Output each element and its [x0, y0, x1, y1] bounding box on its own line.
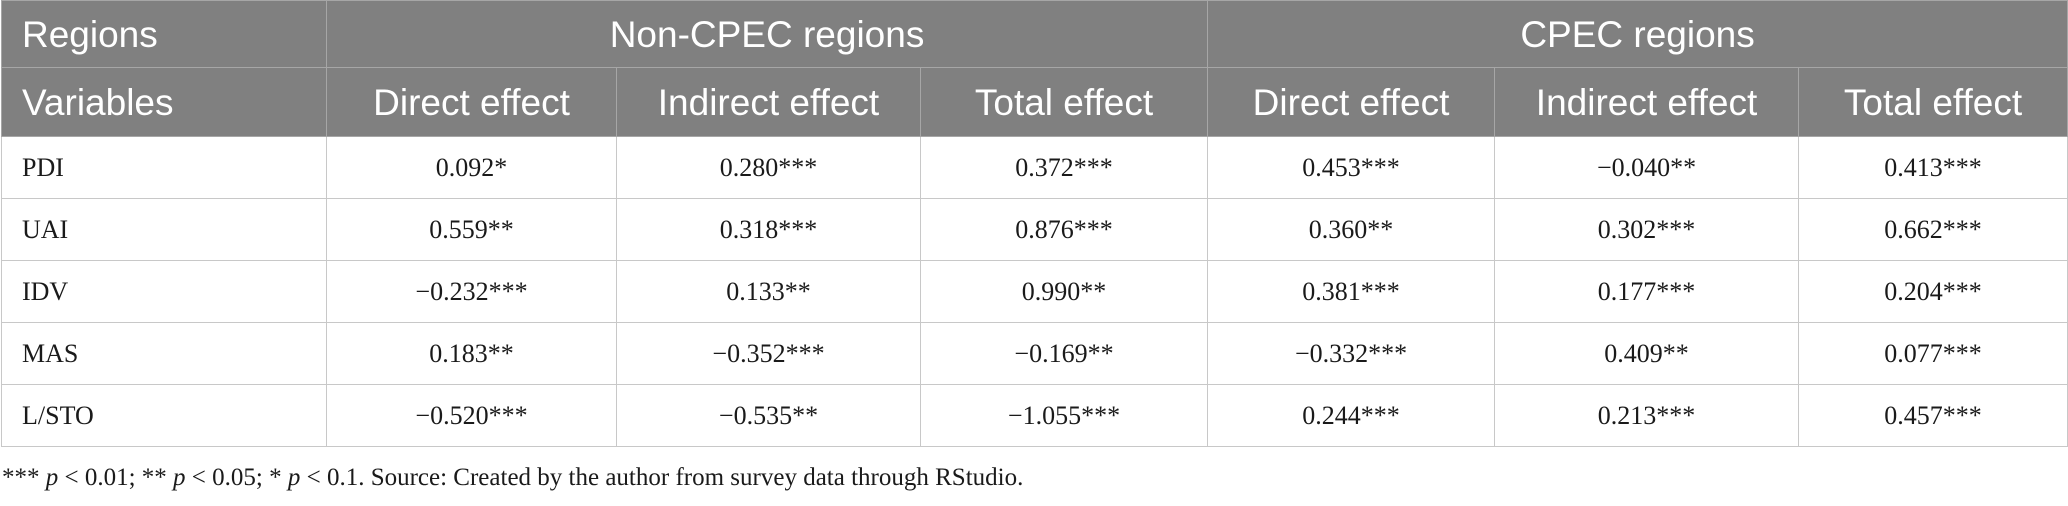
row-variable: IDV [1, 260, 327, 323]
cell-value: 0.457*** [1798, 384, 2068, 447]
cell-value: 0.204*** [1798, 260, 2068, 323]
header-cpec-indirect: Indirect effect [1494, 67, 1800, 137]
footnote-p-symbol: p [287, 464, 301, 491]
footnote-part: < 0.05; * [185, 464, 288, 491]
header-non-cpec-indirect: Indirect effect [616, 67, 921, 137]
cell-value: 0.409** [1494, 322, 1800, 385]
table-footnote: *** p < 0.01; ** p < 0.05; * p < 0.1. So… [2, 464, 1023, 492]
cell-value: −0.520*** [326, 384, 617, 447]
header-regions: Regions [1, 0, 327, 68]
effects-table: Regions Non-CPEC regions CPEC regions Va… [1, 0, 2068, 447]
cell-value: −0.040** [1494, 136, 1800, 199]
cell-value: −0.352*** [616, 322, 921, 385]
cell-value: 0.990** [919, 260, 1209, 323]
header-group-cpec: CPEC regions [1207, 0, 2068, 68]
header-row-regions: Regions Non-CPEC regions CPEC regions [1, 0, 2068, 68]
cell-value: −0.232*** [326, 260, 617, 323]
table-row: PDI 0.092* 0.280*** 0.372*** 0.453*** −0… [1, 136, 2068, 199]
cell-value: −1.055*** [919, 384, 1209, 447]
table-row: UAI 0.559** 0.318*** 0.876*** 0.360** 0.… [1, 198, 2068, 261]
cell-value: 0.302*** [1494, 198, 1800, 261]
row-variable: MAS [1, 322, 327, 385]
footnote-part: < 0.01; ** [58, 464, 174, 491]
cell-value: 0.876*** [919, 198, 1209, 261]
cell-value: 0.372*** [919, 136, 1209, 199]
cell-value: 0.453*** [1207, 136, 1496, 199]
header-row-variables: Variables Direct effect Indirect effect … [1, 67, 2068, 137]
cell-value: 0.318*** [616, 198, 921, 261]
effects-table-container: Regions Non-CPEC regions CPEC regions Va… [1, 0, 2068, 447]
cell-value: 0.213*** [1494, 384, 1800, 447]
table-row: L/STO −0.520*** −0.535** −1.055*** 0.244… [1, 384, 2068, 447]
row-variable: L/STO [1, 384, 327, 447]
cell-value: 0.381*** [1207, 260, 1496, 323]
footnote-part: *** [2, 464, 46, 491]
cell-value: 0.092* [326, 136, 617, 199]
footnote-p-symbol: p [45, 464, 59, 491]
cell-value: 0.177*** [1494, 260, 1800, 323]
row-variable: UAI [1, 198, 327, 261]
cell-value: 0.662*** [1798, 198, 2068, 261]
header-variables: Variables [1, 67, 327, 137]
table-row: IDV −0.232*** 0.133** 0.990** 0.381*** 0… [1, 260, 2068, 323]
header-non-cpec-direct: Direct effect [326, 67, 617, 137]
footnote-p-symbol: p [173, 464, 186, 491]
cell-value: −0.169** [919, 322, 1209, 385]
row-variable: PDI [1, 136, 327, 199]
header-cpec-total: Total effect [1798, 67, 2068, 137]
header-non-cpec-total: Total effect [919, 67, 1209, 137]
cell-value: 0.280*** [616, 136, 921, 199]
cell-value: 0.183** [326, 322, 617, 385]
table-row: MAS 0.183** −0.352*** −0.169** −0.332***… [1, 322, 2068, 385]
cell-value: 0.559** [326, 198, 617, 261]
cell-value: 0.133** [616, 260, 921, 323]
footnote-source: < 0.1. Source: Created by the author fro… [300, 464, 1024, 491]
header-cpec-direct: Direct effect [1207, 67, 1496, 137]
header-group-non-cpec: Non-CPEC regions [325, 0, 1209, 68]
cell-value: −0.332*** [1207, 322, 1496, 385]
cell-value: 0.077*** [1798, 322, 2068, 385]
cell-value: 0.244*** [1207, 384, 1496, 447]
cell-value: 0.360** [1207, 198, 1496, 261]
cell-value: 0.413*** [1798, 136, 2068, 199]
cell-value: −0.535** [616, 384, 921, 447]
